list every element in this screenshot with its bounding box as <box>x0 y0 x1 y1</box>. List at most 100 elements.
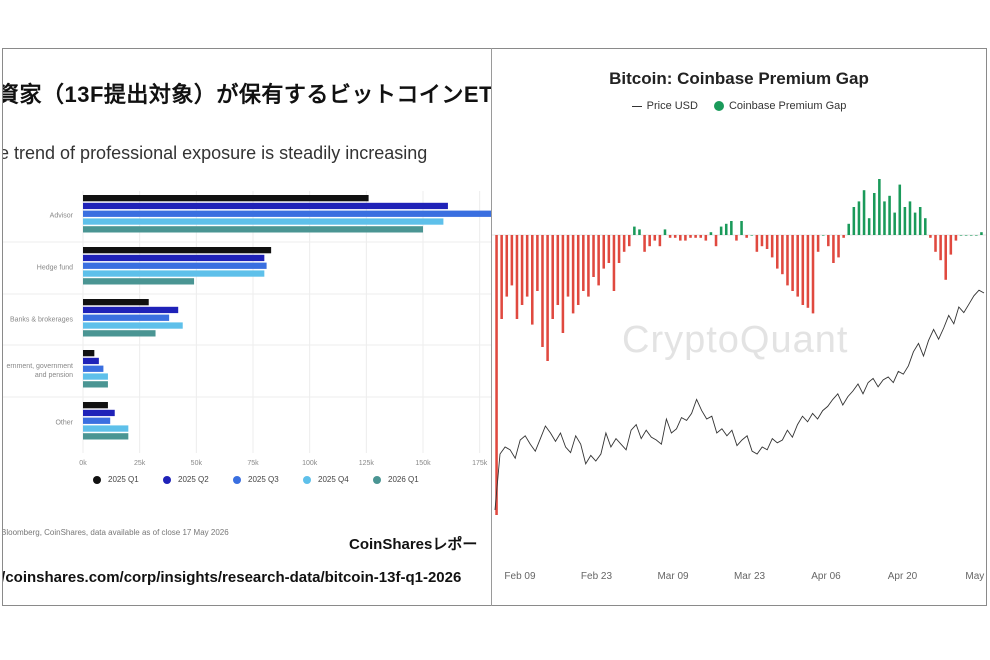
gap-bar <box>903 207 907 235</box>
gap-bar <box>908 201 912 235</box>
x-tick-label: 125k <box>359 460 375 467</box>
gap-bar <box>684 235 687 241</box>
bar-2025-q3 <box>83 417 111 424</box>
category-label: Other <box>55 420 73 427</box>
gap-bar <box>862 190 866 235</box>
gap-bar <box>893 212 896 235</box>
gap-bar <box>765 235 769 249</box>
x-tick-label: 75k <box>247 460 259 467</box>
x-tick-label: Mar 09 <box>657 571 689 582</box>
bar-2026-q1 <box>83 433 129 440</box>
panel-divider <box>491 48 492 606</box>
legend-item: 2025 Q1 <box>93 475 163 484</box>
gap-bar <box>944 235 947 280</box>
gap-bar <box>597 235 600 286</box>
gap-bar <box>786 235 789 286</box>
gap-bar <box>959 235 963 236</box>
gap-bar <box>648 235 651 247</box>
gap-bar <box>776 235 779 269</box>
legend-price: Price USD <box>631 100 698 112</box>
panel-subtitle: e trend of professional exposure is stea… <box>3 143 428 163</box>
x-tick-label: Apr 06 <box>811 571 841 582</box>
source-note: Bloomberg, CoinShares, data available as… <box>3 528 229 537</box>
gap-bar <box>898 184 902 235</box>
gap-bar <box>663 229 667 235</box>
bar-2026-q1 <box>83 381 108 388</box>
gap-bar <box>852 207 856 235</box>
bar-2025-q1 <box>83 195 369 202</box>
gap-bar <box>520 235 524 305</box>
legend-dot-icon <box>373 475 381 484</box>
gap-bar <box>500 235 503 319</box>
legend-label: 2025 Q3 <box>248 475 279 484</box>
bar-2025-q1 <box>83 247 272 254</box>
x-tick-label: Feb 23 <box>581 571 613 582</box>
report-label: CoinSharesレポー <box>349 536 478 553</box>
gap-bar <box>724 223 728 235</box>
bar-2025-q4 <box>83 270 265 277</box>
category-label: ernment, government <box>6 363 73 370</box>
gap-bar <box>964 235 968 236</box>
bar-2025-q4 <box>83 425 129 432</box>
gap-bar <box>592 235 595 277</box>
gap-bar <box>658 235 662 247</box>
gap-bar <box>934 235 937 252</box>
legend-label: 2026 Q1 <box>388 475 419 484</box>
report-url: //coinshares.com/corp/insights/research-… <box>3 569 462 586</box>
legend-item: 2025 Q3 <box>233 475 303 484</box>
dot-swatch-icon <box>713 101 724 112</box>
gap-bar <box>622 235 626 252</box>
gap-bar <box>505 235 509 297</box>
gap-bar <box>612 235 616 291</box>
bar-2025-q3 <box>83 365 104 372</box>
legend-item: 2025 Q2 <box>163 475 233 484</box>
gap-bar <box>975 235 978 236</box>
coinshares-panel: 資家（13F提出対象）が保有するビットコインET e trend of prof… <box>3 49 491 605</box>
x-tick-label: 0k <box>79 460 87 467</box>
premium-gap-chart: Feb 09 Feb 23 Mar 09 Mar 23 Apr 06 Apr 20 May … <box>492 179 986 582</box>
gap-bar <box>704 235 708 241</box>
gap-bar <box>541 235 544 347</box>
price-line <box>494 289 985 511</box>
gap-bar <box>750 235 754 236</box>
x-tick-label: 100k <box>302 460 318 467</box>
gap-bar <box>694 235 697 238</box>
gap-bar <box>607 235 611 263</box>
gap-bar <box>796 235 799 297</box>
chart-legend: Price USD Coinbase Premium Gap <box>492 100 986 112</box>
bar-2025-q1 <box>83 350 95 357</box>
legend-price-label: Price USD <box>646 100 698 112</box>
gap-bar <box>924 218 927 235</box>
gap-bar <box>857 201 861 235</box>
x-tick-label: May 0 <box>965 571 986 582</box>
gap-bar <box>847 223 851 235</box>
gap-bar <box>832 235 835 263</box>
holders-bar-chart: 0k 25k 50k 75k 100k 125k 150k 175k Advisor Hedge … <box>3 191 491 467</box>
gap-bar <box>561 235 565 333</box>
gap-bar <box>566 235 570 297</box>
x-tick-label: Apr 20 <box>888 571 918 582</box>
gap-bar <box>878 179 881 235</box>
gap-bar <box>867 218 871 235</box>
gap-bar <box>760 235 764 247</box>
gap-bar <box>633 226 636 235</box>
gap-bar <box>745 235 748 238</box>
gap-bar <box>689 235 692 238</box>
x-tick-label: Mar 23 <box>734 571 766 582</box>
gap-bar <box>709 232 713 235</box>
gap-bar <box>781 235 784 275</box>
gap-bar <box>954 235 958 241</box>
line-swatch-icon <box>631 105 642 107</box>
gap-bar <box>770 235 774 258</box>
bar-2025-q2 <box>83 306 179 314</box>
x-tick-label: 175k <box>472 460 488 467</box>
gap-bar <box>735 235 738 241</box>
x-tick-label: 25k <box>134 460 146 467</box>
holders-legend: 2025 Q1 2025 Q2 2025 Q3 2025 Q4 2026 Q1 <box>93 475 443 484</box>
legend-label: 2025 Q2 <box>178 475 209 484</box>
gap-bar <box>755 235 759 252</box>
legend-dot-icon <box>93 475 101 484</box>
bar-2025-q3 <box>83 210 491 217</box>
gap-bar <box>546 235 549 361</box>
gap-bar <box>531 235 534 325</box>
